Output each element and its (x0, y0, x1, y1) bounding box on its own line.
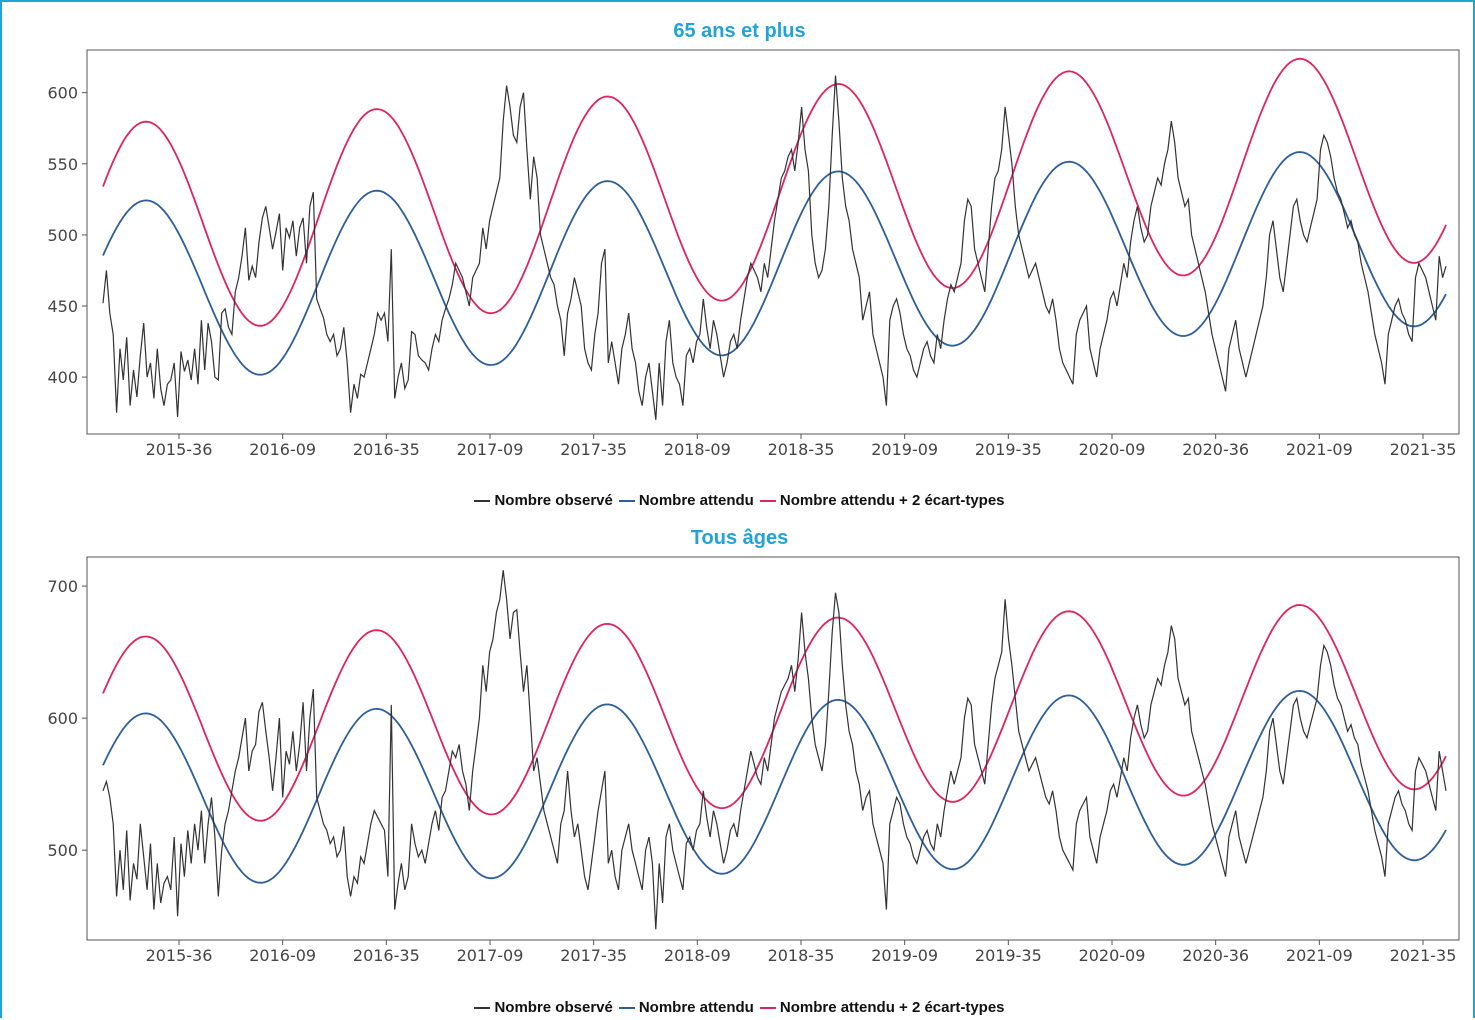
legend-swatch-expected (618, 1006, 635, 1009)
legend-swatch-observed (474, 1006, 491, 1009)
x-tick-label: 2021-09 (1286, 946, 1353, 965)
x-tick-label: 2015-36 (146, 946, 213, 965)
x-tick-label: 2016-35 (353, 946, 420, 965)
series-line-observed (102, 75, 1447, 420)
x-tick-label: 2019-09 (871, 440, 938, 459)
chart-panel-tous-ages: Tous âges 500 600 700 2015-36 2016-09 2016-35… (2, 512, 1475, 1020)
x-tick-label: 2018-09 (664, 946, 731, 965)
legend-swatch-threshold (759, 499, 776, 502)
y-tick-label: 400 (47, 368, 78, 387)
y-tick-label: 550 (47, 155, 78, 174)
x-tick-label: 2021-35 (1390, 946, 1457, 965)
series-line-expected (102, 151, 1447, 376)
legend-item-threshold: Nombre attendu + 2 écart-types (759, 492, 1005, 509)
x-tick-label: 2021-09 (1286, 440, 1353, 459)
x-tick-label: 2016-35 (353, 440, 420, 459)
x-tick-label: 2017-09 (457, 440, 524, 459)
line-chart-tous-ages: 500 600 700 2015-36 2016-09 2016-35 2017-09 201… (47, 556, 1460, 965)
chart-title: Tous âges (690, 527, 789, 549)
x-tick-label: 2018-09 (664, 440, 731, 459)
x-tick-label: 2019-09 (871, 946, 938, 965)
x-tick-label: 2020-36 (1182, 440, 1249, 459)
legend-label-expected: Nombre attendu (638, 999, 754, 1016)
chart-title: 65 ans et plus (673, 20, 806, 42)
x-tick-label: 2018-35 (768, 946, 835, 965)
chart-legend: Nombre observé Nombre attendu Nombre att… (2, 492, 1475, 509)
legend-label-threshold: Nombre attendu + 2 écart-types (779, 999, 1005, 1016)
legend-item-observed: Nombre observé (474, 492, 613, 509)
legend-label-observed: Nombre observé (494, 999, 613, 1016)
y-tick-label: 600 (47, 84, 78, 103)
x-tick-label: 2020-09 (1079, 440, 1146, 459)
y-tick-label: 700 (47, 577, 78, 596)
plot-area (86, 556, 1460, 941)
y-tick-label: 500 (47, 841, 78, 860)
plot-area (86, 49, 1460, 435)
y-tick-label: 450 (47, 297, 78, 316)
chart-legend: Nombre observé Nombre attendu Nombre att… (2, 999, 1475, 1016)
series-line-observed (102, 570, 1447, 930)
x-tick-label: 2018-35 (768, 440, 835, 459)
legend-label-observed: Nombre observé (494, 492, 613, 509)
x-tick-label: 2020-09 (1079, 946, 1146, 965)
series-line-expected (102, 689, 1447, 884)
x-tick-label: 2019-35 (975, 440, 1042, 459)
legend-swatch-threshold (759, 1006, 776, 1009)
series-line-threshold (102, 604, 1447, 822)
line-chart-65-plus: 400 450 500 550 600 2015-36 2016-09 2016-35 2017… (47, 49, 1460, 459)
x-tick-label: 2016-09 (249, 440, 316, 459)
y-tick-label: 600 (47, 709, 78, 728)
legend-item-threshold: Nombre attendu + 2 écart-types (759, 999, 1005, 1016)
x-tick-label: 2016-09 (249, 946, 316, 965)
x-tick-label: 2020-36 (1182, 946, 1249, 965)
series-line-threshold (102, 57, 1447, 327)
x-tick-label: 2017-09 (457, 946, 524, 965)
legend-item-expected: Nombre attendu (618, 999, 754, 1016)
x-tick-label: 2017-35 (560, 440, 627, 459)
legend-swatch-expected (618, 499, 635, 502)
x-tick-label: 2015-36 (146, 440, 213, 459)
legend-item-observed: Nombre observé (474, 999, 613, 1016)
legend-label-threshold: Nombre attendu + 2 écart-types (779, 492, 1005, 509)
x-tick-label: 2021-35 (1390, 440, 1457, 459)
x-tick-label: 2017-35 (560, 946, 627, 965)
x-tick-label: 2019-35 (975, 946, 1042, 965)
legend-swatch-observed (474, 499, 491, 502)
legend-item-expected: Nombre attendu (618, 492, 754, 509)
y-tick-label: 500 (47, 226, 78, 245)
chart-panel-65-plus: 65 ans et plus 400 450 500 550 600 2015-36 201… (2, 2, 1475, 512)
legend-label-expected: Nombre attendu (638, 492, 754, 509)
